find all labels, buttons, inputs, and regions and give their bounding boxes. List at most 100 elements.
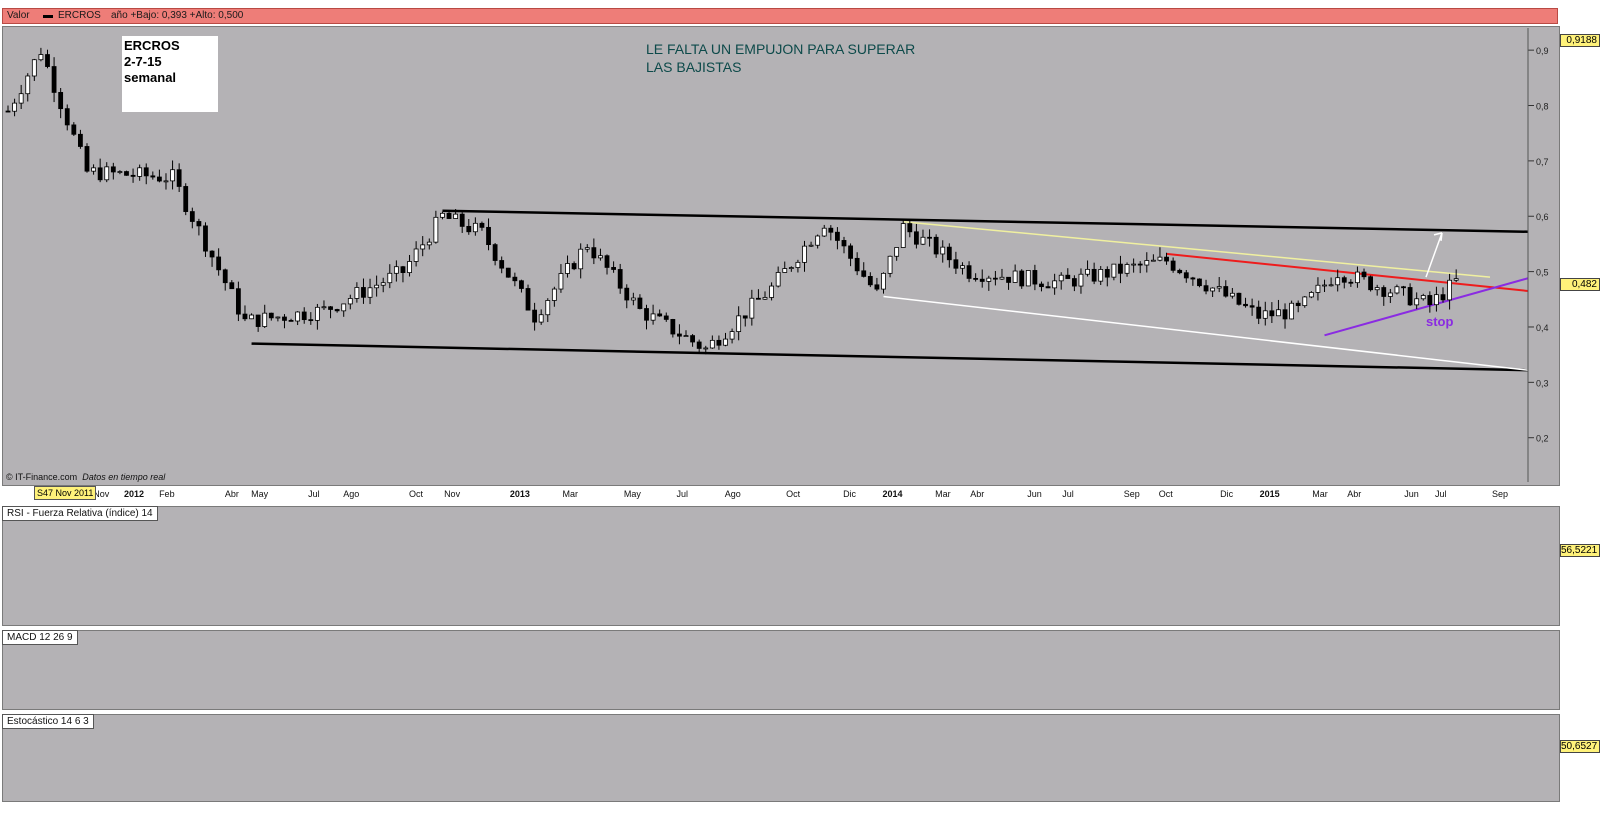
source-name: IT-Finance.com (15, 472, 78, 482)
price-y-tick-label: 0,3 (1536, 378, 1549, 388)
candle-body (262, 312, 268, 327)
candle-body (1276, 309, 1281, 317)
price-x-tick-label: Oct (1159, 489, 1174, 499)
candle-body (472, 222, 478, 233)
candle-body (189, 211, 195, 222)
candle-body (1131, 263, 1137, 266)
candle-body (1223, 286, 1229, 297)
source-credit: © IT-Finance.com Datos en tiempo real (6, 472, 165, 482)
candle-body (433, 216, 439, 243)
candle-body (1420, 295, 1426, 300)
price-x-tick-label: 2012 (124, 489, 144, 499)
price-x-tick-label: May (251, 489, 269, 499)
candle-body (1269, 310, 1275, 317)
candle-body (1006, 276, 1011, 283)
candle-body (598, 255, 603, 259)
candle-body (104, 166, 110, 181)
candle-body (45, 54, 50, 67)
price-x-tick-label: Abr (1347, 489, 1361, 499)
candle-body (644, 308, 649, 321)
candle-body (301, 311, 307, 321)
candle-body (835, 231, 840, 241)
candle-body (1243, 303, 1248, 307)
candle-body (881, 272, 886, 290)
candle-body (736, 315, 742, 332)
candle-body (1262, 310, 1268, 319)
candle-body (611, 267, 616, 270)
candle-body (1328, 284, 1334, 287)
candle-body (1164, 256, 1169, 262)
candle-body (630, 297, 636, 301)
candle-body (222, 269, 228, 284)
price-x-tick-label: Nov (93, 489, 110, 499)
candle-body (459, 213, 465, 227)
breakout-arrow (1425, 232, 1443, 278)
candle-body (933, 236, 939, 255)
candle-body (203, 225, 208, 252)
price-x-tick-label: Mar (935, 489, 951, 499)
candle-body (1085, 268, 1090, 275)
price-x-tick-label: Jun (1404, 489, 1419, 499)
price-panel (2, 26, 1560, 486)
candle-body (815, 235, 821, 246)
candle-body (209, 250, 215, 258)
candle-body (578, 248, 584, 270)
candle-body (374, 284, 380, 289)
candle-body (532, 309, 538, 323)
price-y-axis: 0,9 0,8 0,7 0,6 0,5 0,4 0,3 0,2 (1527, 28, 1549, 482)
candle-body (861, 270, 867, 277)
upper-channel-line (442, 209, 1529, 233)
candle-body (282, 316, 287, 321)
candle-body (295, 311, 301, 322)
candle-body (314, 306, 320, 321)
price-x-tick-label: Ago (725, 489, 741, 499)
candle-body (1341, 277, 1347, 283)
candle-body (150, 175, 156, 178)
candle-body (1295, 302, 1301, 307)
candle-body (828, 227, 834, 233)
candle-body (71, 124, 77, 135)
candle-body (170, 169, 175, 182)
candle-body (1374, 287, 1380, 291)
price-x-axis: Oct Nov 2012 Feb Abr May Jul Ago Oct Nov 2013 Mar Ma… (54, 489, 1508, 499)
note-line-3: semanal (124, 70, 177, 85)
candle-body (1118, 263, 1123, 274)
price-candles (5, 47, 1459, 355)
candle-body (1308, 292, 1314, 298)
candle-body (143, 167, 149, 177)
candle-body (992, 277, 998, 280)
price-x-tick-label: Jul (308, 489, 320, 499)
candle-body (18, 93, 24, 104)
price-y-tick-label: 0,8 (1536, 102, 1549, 112)
candle-body (604, 255, 610, 268)
candle-body (670, 319, 676, 335)
candle-body (1052, 280, 1058, 289)
candle-body (1407, 287, 1413, 306)
candle-body (51, 66, 57, 93)
candle-body (156, 176, 162, 182)
candle-body (1032, 270, 1038, 285)
candle-body (58, 92, 64, 110)
candle-body (551, 288, 557, 301)
candle-body (328, 306, 333, 310)
candle-body (1019, 270, 1025, 287)
candle-body (486, 226, 491, 246)
price-x-tick-label: Ago (343, 489, 359, 499)
candle-body (1025, 270, 1031, 287)
candle-body (31, 59, 37, 77)
candle-body (591, 247, 597, 259)
price-x-tick-label: Jul (1435, 489, 1447, 499)
candle-body (907, 223, 913, 233)
candle-body (986, 277, 992, 282)
candle-body (1387, 292, 1393, 297)
candle-body (1065, 274, 1071, 279)
candle-body (183, 186, 189, 212)
candle-body (729, 331, 735, 340)
candle-body (12, 102, 17, 112)
candle-body (117, 171, 123, 173)
candle-body (1071, 278, 1077, 287)
candle-body (407, 261, 412, 274)
candle-body (973, 277, 979, 280)
candle-body (1394, 286, 1400, 294)
note-line-1: ERCROS (124, 38, 180, 53)
